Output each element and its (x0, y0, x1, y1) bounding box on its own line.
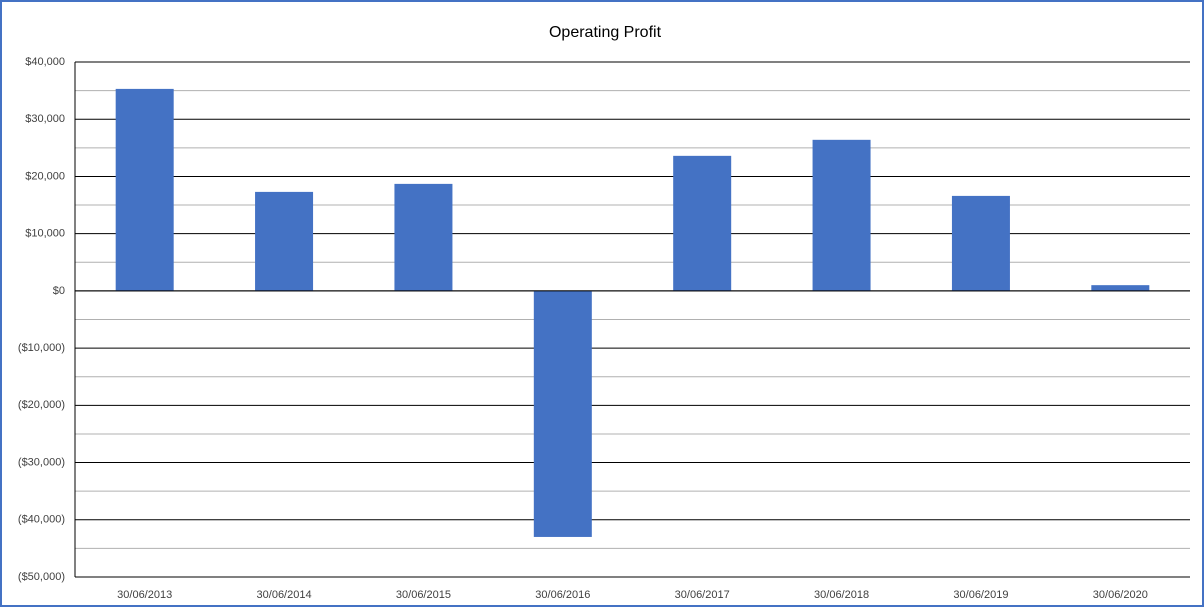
y-tick-label: ($30,000) (18, 456, 65, 468)
x-tick-label: 30/06/2013 (117, 589, 172, 601)
bar (1091, 285, 1150, 291)
x-tick-label: 30/06/2018 (814, 589, 869, 601)
y-tick-label: ($10,000) (18, 342, 65, 354)
y-tick-label: $0 (53, 285, 65, 297)
bar (115, 88, 174, 291)
y-tick-label: $10,000 (25, 228, 65, 240)
y-tick-label: $20,000 (25, 170, 65, 182)
bar (951, 195, 1010, 291)
y-tick-label: ($40,000) (18, 514, 65, 526)
bar (394, 183, 453, 291)
bar (533, 290, 592, 537)
bar (255, 191, 314, 291)
bar (812, 139, 871, 291)
x-tick-label: 30/06/2014 (257, 589, 312, 601)
x-tick-label: 30/06/2016 (535, 589, 590, 601)
chart-title: Operating Profit (549, 24, 662, 41)
x-tick-label: 30/06/2019 (953, 589, 1008, 601)
y-tick-label: $30,000 (25, 113, 65, 125)
y-tick-label: ($20,000) (18, 399, 65, 411)
bar (673, 155, 732, 291)
x-tick-label: 30/06/2015 (396, 589, 451, 601)
x-tick-label: 30/06/2017 (675, 589, 730, 601)
y-tick-label: $40,000 (25, 56, 65, 68)
x-tick-label: 30/06/2020 (1093, 589, 1148, 601)
y-tick-label: ($50,000) (18, 571, 65, 583)
